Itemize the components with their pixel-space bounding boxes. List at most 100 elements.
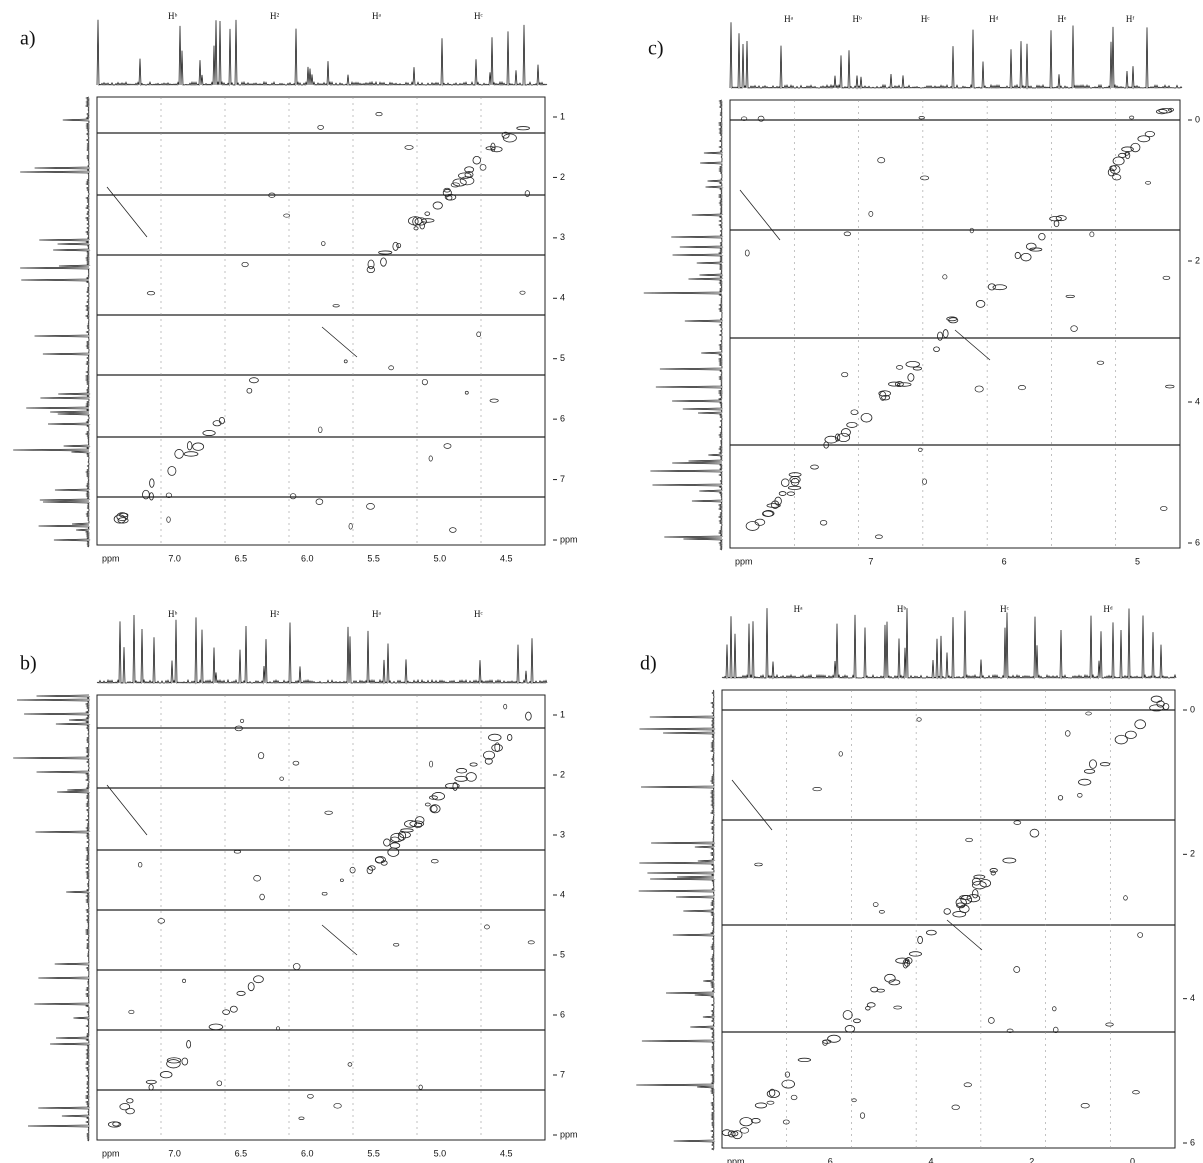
cross-peak bbox=[429, 804, 441, 814]
cross-peak bbox=[1014, 251, 1021, 260]
cross-peak bbox=[393, 943, 400, 947]
cross-peak bbox=[241, 261, 249, 268]
peak-label: Hᶜ bbox=[1000, 604, 1009, 614]
cross-peak bbox=[841, 372, 849, 378]
cross-peak bbox=[367, 865, 376, 871]
left-projection bbox=[643, 99, 724, 551]
cross-peak bbox=[137, 862, 143, 868]
cross-peak bbox=[1099, 762, 1111, 767]
cross-peak bbox=[1013, 966, 1021, 973]
cross-peak bbox=[907, 373, 915, 382]
cross-peak bbox=[413, 822, 423, 829]
cross-peak bbox=[1013, 820, 1022, 825]
cross-peak bbox=[414, 217, 427, 226]
x-tick-label: 6 bbox=[828, 1156, 833, 1163]
cross-peak bbox=[400, 828, 414, 833]
cross-peak bbox=[850, 409, 859, 416]
cross-peak bbox=[432, 201, 443, 210]
cross-peak bbox=[987, 283, 996, 291]
cross-peak bbox=[253, 975, 264, 984]
peak-label: H² bbox=[270, 609, 279, 619]
cross-peak bbox=[367, 259, 375, 270]
peak-label: H² bbox=[270, 11, 279, 21]
cross-peak bbox=[946, 316, 958, 322]
cross-peak bbox=[166, 1059, 181, 1069]
x-tick-label: 6.0 bbox=[301, 553, 314, 563]
cross-peak bbox=[974, 385, 984, 393]
cross-peak bbox=[181, 1057, 189, 1066]
plot-frame bbox=[96, 694, 546, 1141]
cross-peak bbox=[851, 1098, 857, 1103]
cross-peak bbox=[920, 175, 930, 181]
cross-peak bbox=[1006, 1028, 1014, 1033]
cross-peak bbox=[192, 442, 205, 451]
cross-peak bbox=[975, 300, 986, 308]
cross-peak bbox=[112, 1121, 120, 1127]
cross-peak bbox=[1145, 181, 1152, 185]
cross-peak bbox=[1160, 506, 1168, 511]
cross-peak bbox=[378, 250, 393, 255]
cross-peak bbox=[157, 918, 166, 924]
x-tick-label: 6 bbox=[1002, 556, 1007, 566]
cross-peak bbox=[942, 329, 949, 338]
cross-peak bbox=[107, 1121, 122, 1128]
cross-peak bbox=[307, 1093, 314, 1099]
y-tick-label: 7 bbox=[560, 474, 565, 484]
cross-peak bbox=[167, 466, 177, 476]
plot-frame bbox=[729, 99, 1181, 549]
cross-peak bbox=[754, 1102, 768, 1109]
plot-frame bbox=[96, 96, 546, 546]
panel-label: a) bbox=[20, 28, 36, 50]
cross-peak bbox=[1018, 385, 1026, 391]
x-tick-label: 2 bbox=[1029, 1156, 1034, 1163]
x-tick-label: 4 bbox=[929, 1156, 934, 1163]
x-tick-label: 5.0 bbox=[434, 553, 447, 563]
cross-peak bbox=[1107, 168, 1115, 177]
cross-peak bbox=[479, 164, 487, 171]
cross-peak bbox=[249, 377, 259, 384]
cross-peak bbox=[842, 1010, 853, 1020]
cross-peak bbox=[348, 523, 353, 530]
peak-label: Hᵃ bbox=[794, 604, 803, 614]
cross-peak bbox=[896, 382, 912, 387]
cross-peak bbox=[446, 195, 453, 201]
x-tick-label: 4.5 bbox=[500, 1148, 513, 1158]
cross-peak bbox=[769, 1088, 776, 1097]
cross-peak bbox=[501, 131, 510, 139]
cross-peak bbox=[782, 1119, 790, 1125]
panel-label: d) bbox=[640, 653, 657, 675]
cross-peak bbox=[916, 717, 922, 722]
cross-peak bbox=[165, 492, 172, 499]
y-tick-label: 6 bbox=[560, 1009, 565, 1019]
cross-peak bbox=[905, 360, 920, 368]
peak-label: Hᶜ bbox=[474, 11, 483, 21]
cross-peak bbox=[182, 978, 186, 984]
cross-peak bbox=[128, 1009, 135, 1015]
arrow bbox=[106, 186, 148, 238]
cross-peak bbox=[751, 1118, 761, 1124]
cross-peak bbox=[754, 518, 766, 526]
cross-peak bbox=[389, 842, 401, 849]
y-tick-label: 2 bbox=[1190, 849, 1195, 859]
cross-peak bbox=[349, 866, 356, 874]
cross-peak bbox=[902, 959, 909, 969]
cross-peak bbox=[1083, 768, 1096, 774]
cross-peak bbox=[973, 874, 986, 880]
y-tick-label: 4 bbox=[1190, 993, 1195, 1003]
cross-peak bbox=[389, 836, 400, 843]
cross-peak bbox=[491, 743, 503, 752]
cross-peak bbox=[1052, 1006, 1057, 1012]
cross-peak bbox=[464, 171, 474, 178]
cross-peak bbox=[1137, 135, 1151, 143]
y-tick-label: 0 bbox=[1195, 114, 1200, 124]
left-projection bbox=[13, 694, 91, 1142]
cross-peak bbox=[519, 290, 526, 295]
cross-peak bbox=[380, 257, 387, 267]
y-tick-label: 4 bbox=[560, 293, 565, 303]
cross-peak bbox=[859, 1112, 866, 1119]
cross-peak bbox=[464, 166, 475, 173]
cross-peak bbox=[430, 805, 438, 813]
cross-peak bbox=[125, 1107, 135, 1115]
panel-label: b) bbox=[20, 653, 37, 675]
cross-peak bbox=[292, 760, 300, 766]
